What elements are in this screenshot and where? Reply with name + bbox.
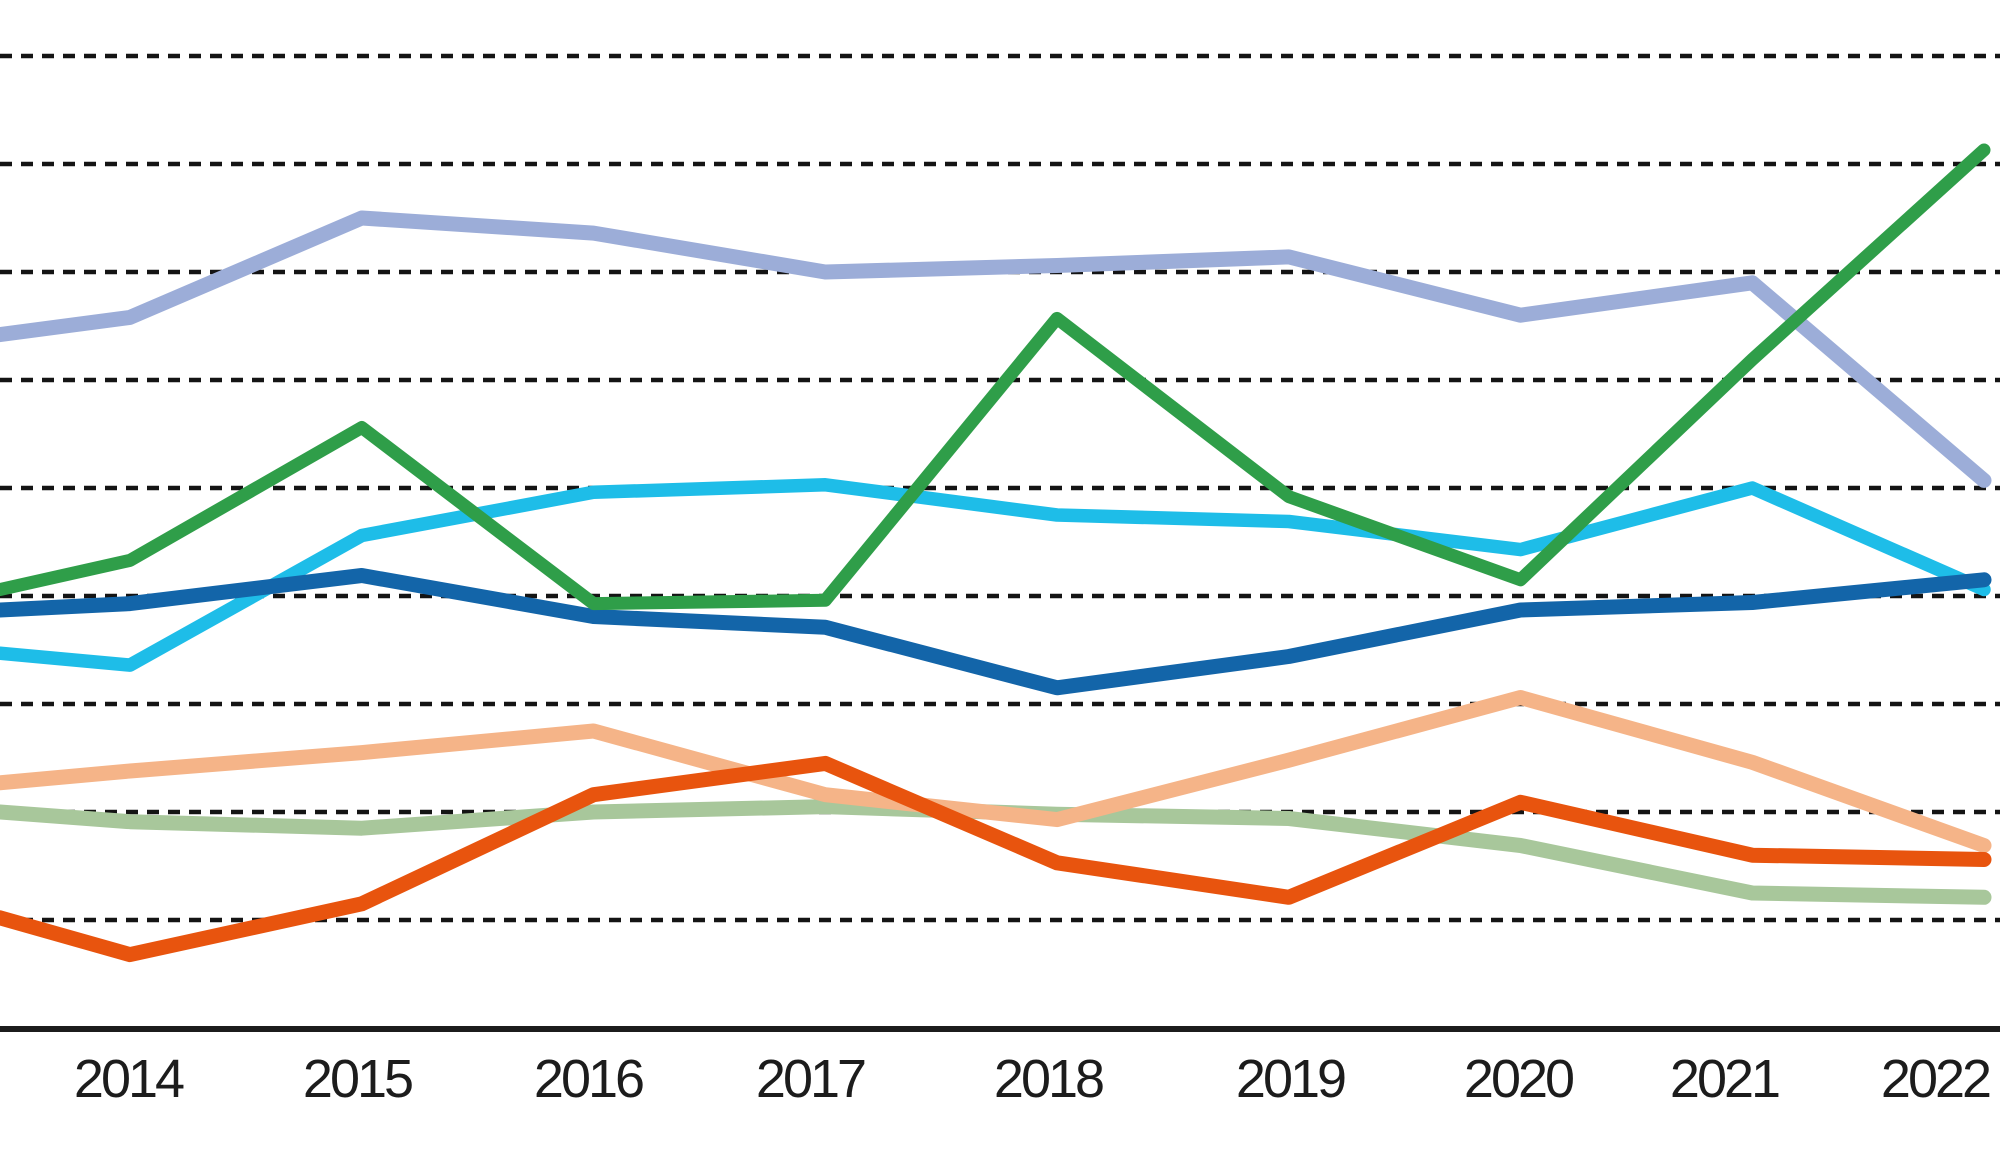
x-tick-label-2021: 2021 [1670, 1049, 1779, 1109]
series-peach-line [0, 690, 1992, 853]
series-dark-blue-line [0, 568, 1992, 696]
x-tick-label-2020: 2020 [1464, 1049, 1573, 1109]
series-sage-line [0, 799, 1992, 905]
x-axis-labels-group: 2014 2015 2016 2017 2018 2019 2020 2021 2022 [74, 1049, 1993, 1109]
series-periwinkle-blue-line [0, 210, 1992, 488]
x-tick-label-2019: 2019 [1236, 1049, 1345, 1109]
x-tick-label-2022: 2022 [1881, 1049, 1990, 1109]
series-orange-line [0, 755, 1992, 963]
x-tick-label-2017: 2017 [756, 1049, 865, 1109]
series-cyan-line [0, 478, 1991, 672]
x-tick-label-2015: 2015 [303, 1049, 412, 1109]
gridlines-group [0, 53, 2000, 923]
series-green-line [0, 143, 1991, 611]
x-tick-label-2016: 2016 [534, 1049, 643, 1109]
series-lines-group [0, 143, 1992, 963]
x-tick-label-2018: 2018 [994, 1049, 1103, 1109]
x-tick-label-2014: 2014 [74, 1049, 184, 1109]
